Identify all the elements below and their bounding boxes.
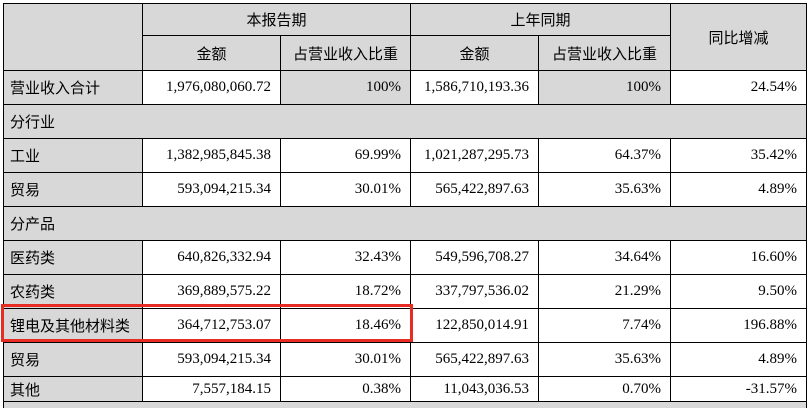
current-share-cell: 100% <box>279 70 412 105</box>
yoy-cell: 196.88% <box>670 308 808 343</box>
table-row-other: 其他 7,557,184.15 0.38% 11,043,036.53 0.70… <box>3 376 808 402</box>
yoy-cell: 24.54% <box>670 70 808 105</box>
table-row-pesticide: 农药类 369,889,575.22 18.72% 337,797,536.02… <box>3 274 808 309</box>
current-share-cell: 69.99% <box>279 138 412 173</box>
prior-share-cell: 0.70% <box>538 376 672 402</box>
yoy-cell: 16.60% <box>670 240 808 275</box>
table-row-trade-industry: 贸易 593,094,215.34 30.01% 565,422,897.63 … <box>3 172 808 207</box>
section-row-by-product: 分产品 <box>2 206 808 241</box>
prior-amount-cell: 1,021,287,295.73 <box>410 138 540 173</box>
prior-period-header: 上年同期 <box>410 3 672 36</box>
section-label <box>2 401 808 408</box>
prior-amount-cell: 122,850,014.91 <box>410 308 540 343</box>
section-row-by-industry: 分行业 <box>2 104 808 139</box>
current-amount-cell: 369,889,575.22 <box>142 274 281 309</box>
yoy-cell: 9.50% <box>670 274 808 309</box>
table-row-pharma: 医药类 640,826,332.94 32.43% 549,596,708.27… <box>3 240 808 275</box>
row-label: 贸易 <box>3 342 143 377</box>
prior-share-cell: 35.63% <box>538 342 672 377</box>
yoy-cell: 35.42% <box>670 138 808 173</box>
yoy-change-header: 同比增减 <box>670 3 808 71</box>
table-row-total-revenue: 营业收入合计 1,976,080,060.72 100% 1,586,710,1… <box>3 70 808 105</box>
current-share-header: 占营业收入比重 <box>279 35 412 71</box>
section-row-cutoff <box>2 401 808 408</box>
current-share-cell: 32.43% <box>279 240 412 275</box>
prior-amount-cell: 565,422,897.63 <box>410 342 540 377</box>
prior-share-cell: 35.63% <box>538 172 672 207</box>
row-label: 锂电及其他材料类 <box>3 308 143 343</box>
current-amount-cell: 593,094,215.34 <box>142 172 281 207</box>
current-share-cell: 30.01% <box>279 172 412 207</box>
row-label: 其他 <box>3 376 143 402</box>
section-label: 分产品 <box>2 206 808 241</box>
yoy-cell: 4.89% <box>670 172 808 207</box>
current-amount-cell: 7,557,184.15 <box>142 376 281 402</box>
current-amount-cell: 640,826,332.94 <box>142 240 281 275</box>
row-label: 医药类 <box>3 240 143 275</box>
table-row-trade-product: 贸易 593,094,215.34 30.01% 565,422,897.63 … <box>3 342 808 377</box>
revenue-breakdown-table: 本报告期 上年同期 同比增减 金额 占营业收入比重 金额 占营业收入比重 营业收… <box>2 3 808 408</box>
prior-share-cell: 34.64% <box>538 240 672 275</box>
current-period-header: 本报告期 <box>141 3 412 36</box>
row-label: 工业 <box>3 138 143 173</box>
current-share-cell: 18.72% <box>279 274 412 309</box>
current-share-cell: 18.46% <box>279 308 412 343</box>
yoy-cell: -31.57% <box>670 376 808 402</box>
current-share-cell: 30.01% <box>279 342 412 377</box>
table-row-lithium-materials: 锂电及其他材料类 364,712,753.07 18.46% 122,850,0… <box>3 308 808 343</box>
row-label: 贸易 <box>3 172 143 207</box>
prior-amount-cell: 337,797,536.02 <box>410 274 540 309</box>
corner-header-cell <box>3 3 143 71</box>
row-label: 农药类 <box>3 274 143 309</box>
current-amount-cell: 1,382,985,845.38 <box>142 138 281 173</box>
yoy-cell: 4.89% <box>670 342 808 377</box>
prior-share-cell: 100% <box>538 70 672 105</box>
prior-amount-cell: 565,422,897.63 <box>410 172 540 207</box>
table-row-industry: 工业 1,382,985,845.38 69.99% 1,021,287,295… <box>3 138 808 173</box>
prior-share-header: 占营业收入比重 <box>538 35 672 71</box>
current-amount-cell: 1,976,080,060.72 <box>142 70 281 105</box>
section-label: 分行业 <box>2 104 808 139</box>
prior-amount-cell: 1,586,710,193.36 <box>410 70 540 105</box>
prior-amount-cell: 549,596,708.27 <box>410 240 540 275</box>
current-share-cell: 0.38% <box>279 376 412 402</box>
current-amount-cell: 364,712,753.07 <box>142 308 281 343</box>
row-label: 营业收入合计 <box>3 70 143 105</box>
prior-amount-header: 金额 <box>410 35 540 71</box>
prior-amount-cell: 11,043,036.53 <box>410 376 540 402</box>
prior-share-cell: 7.74% <box>538 308 672 343</box>
current-amount-header: 金额 <box>142 35 281 71</box>
current-amount-cell: 593,094,215.34 <box>142 342 281 377</box>
prior-share-cell: 21.29% <box>538 274 672 309</box>
prior-share-cell: 64.37% <box>538 138 672 173</box>
